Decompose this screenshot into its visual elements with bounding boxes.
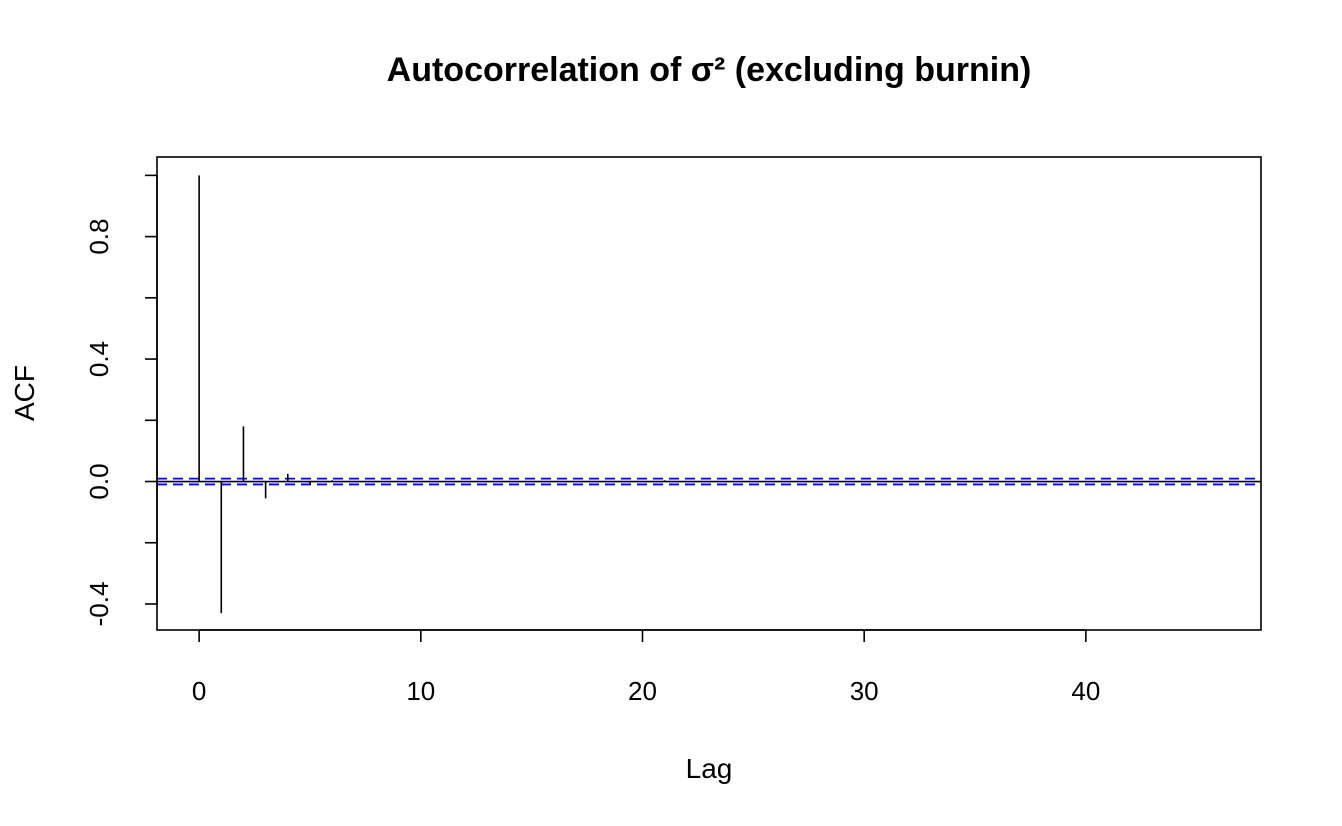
plot-area: [157, 175, 1261, 614]
y-axis-label: ACF: [9, 365, 40, 421]
x-axis: 0 10 20 30 40: [192, 629, 1100, 706]
y-axis: -0.4 0.0 0.4 0.8: [84, 174, 158, 627]
x-tick-label: 10: [406, 676, 435, 706]
y-tick-label: -0.4: [84, 582, 114, 627]
y-tick-label: 0.4: [84, 341, 114, 377]
x-axis-label: Lag: [686, 753, 733, 784]
y-tick-label: 0.8: [84, 219, 114, 255]
y-tick-label: 0.0: [84, 463, 114, 499]
x-tick-label: 0: [192, 676, 206, 706]
x-tick-label: 30: [850, 676, 879, 706]
x-tick-label: 40: [1071, 676, 1100, 706]
chart-title: Autocorrelation of σ² (excluding burnin): [387, 51, 1032, 89]
x-tick-label: 20: [628, 676, 657, 706]
plot-frame: [156, 156, 1262, 631]
